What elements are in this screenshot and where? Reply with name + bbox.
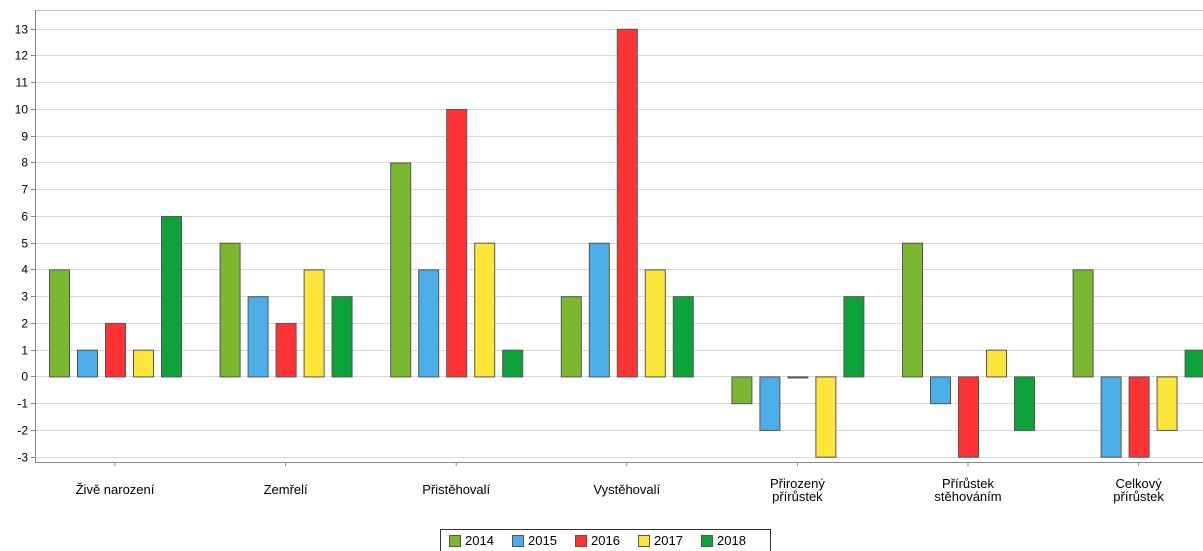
x-category-label: Zemřelí [264,482,308,497]
legend-swatch-2017 [638,535,650,547]
y-tick-label: 1 [21,344,28,358]
axes [31,10,1203,466]
y-tick-label: 0 [21,370,28,384]
bar-2017-5 [986,349,1007,378]
y-tick-label: 11 [16,76,29,90]
bar-2018-4 [843,296,865,378]
legend-swatch-2016 [575,535,587,547]
y-tick-label: -1 [17,397,28,411]
legend-label-2015: 2015 [528,533,557,548]
bar-2018-3 [672,296,694,378]
bar-2014-0 [49,269,70,378]
x-category-label: Přírůstek stěhováním [934,476,1001,504]
bar-2018-2 [502,349,524,378]
y-tick-label: -3 [17,451,28,465]
y-tick-label: 4 [21,263,28,277]
x-category-label: Vystěhovalí [593,482,660,497]
legend: 2014 2015 2016 2017 2018 [440,529,771,551]
y-tick-label: 10 [15,103,29,117]
legend-swatch-2014 [449,535,461,547]
y-tick-label: 9 [21,130,28,144]
bar-2014-3 [560,296,582,378]
bar-2017-0 [133,349,154,378]
bar-2015-3 [588,242,610,378]
x-category-label: Přistěhovalí [422,482,490,497]
legend-label-2017: 2017 [654,533,683,548]
bar-2015-2 [418,269,440,378]
bar-2017-6 [1156,376,1178,431]
bar-2015-4 [759,376,781,431]
y-tick-label: 8 [21,156,28,170]
bar-2014-6 [1072,269,1094,378]
x-category-labels: Živě narození Zemřelí Přistěhovalí Vystěhov… [76,476,1165,504]
legend-label-2014: 2014 [465,533,494,548]
bar-2016-2 [446,108,468,378]
bar-2018-0 [161,215,182,378]
x-category-label: Celkový přírůstek [1113,476,1164,504]
y-tick-label: 7 [21,183,28,197]
bar-2016-6 [1128,376,1150,458]
bar-2016-3 [616,28,638,378]
y-tick-label: 12 [15,49,29,63]
bar-2016-4 [787,376,809,379]
bar-2018-6 [1184,349,1203,378]
bars [49,28,1203,458]
bar-2014-5 [902,242,923,378]
bar-2015-1 [247,296,269,378]
y-tick-label: 13 [15,23,29,37]
bar-2016-5 [958,376,979,458]
bar-2017-4 [815,376,837,458]
bar-2014-4 [731,376,753,405]
y-tick-label: 2 [21,317,28,331]
bar-2016-0 [105,322,126,378]
bar-2015-0 [77,349,98,378]
bar-2015-6 [1100,376,1122,458]
bar-2015-5 [930,376,951,405]
bar-2014-2 [390,162,412,378]
y-tick-label: 6 [21,210,28,224]
bar-2014-1 [219,242,241,378]
bar-2018-1 [331,296,353,378]
legend-label-2016: 2016 [591,533,620,548]
y-tick-label: -2 [17,424,28,438]
legend-swatch-2015 [512,535,524,547]
bar-2018-5 [1014,376,1035,431]
y-tick-label: 5 [21,237,28,251]
x-category-label: Živě narození [76,482,155,497]
bar-2016-1 [275,322,297,378]
bar-2017-2 [474,242,496,378]
legend-swatch-2018 [701,535,713,547]
y-tick-label: 3 [21,290,28,304]
bar-2017-3 [644,269,666,378]
legend-label-2018: 2018 [717,533,746,548]
bar-2017-1 [303,269,325,378]
x-category-label: Přirozený přírůstek [770,476,825,504]
